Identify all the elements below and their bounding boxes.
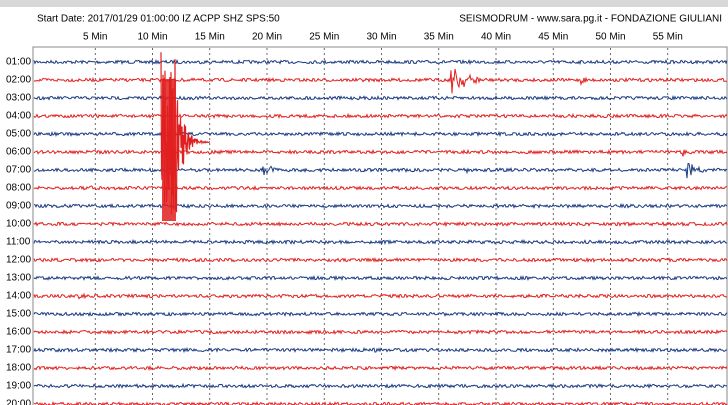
hour-label: 19:00 (6, 381, 31, 392)
trace (33, 346, 728, 354)
trace (33, 184, 728, 192)
start-info: Start Date: 2017/01/29 01:00:00 IZ ACPP … (37, 14, 280, 25)
trace (33, 382, 727, 390)
minute-label: 55 Min (653, 32, 683, 43)
hour-label: 04:00 (6, 111, 31, 122)
trace (33, 328, 728, 335)
hour-label: 20:00 (6, 399, 31, 405)
hour-label: 16:00 (6, 327, 31, 338)
hour-label: 12:00 (6, 255, 31, 266)
hour-label: 05:00 (6, 129, 31, 140)
source-info: SEISMODRUM - www.sara.pg.it - FONDAZIONE… (459, 14, 722, 25)
trace (33, 310, 728, 318)
hour-label: 13:00 (6, 273, 31, 284)
trace (33, 292, 728, 300)
earthquake-core (162, 79, 176, 221)
hour-label: 01:00 (6, 57, 31, 68)
trace (33, 112, 728, 120)
hour-label: 15:00 (6, 309, 31, 320)
trace (33, 68, 728, 94)
trace (33, 238, 728, 246)
plot-frame (32, 46, 728, 405)
hour-label: 10:00 (6, 219, 31, 230)
minute-label: 30 Min (366, 32, 396, 43)
hour-label: 14:00 (6, 291, 31, 302)
hour-label: 03:00 (6, 93, 31, 104)
window-strip (0, 0, 728, 7)
hour-label: 09:00 (6, 201, 31, 212)
minute-label: 25 Min (309, 32, 339, 43)
minute-label: 50 Min (595, 32, 625, 43)
minute-label: 5 Min (83, 32, 107, 43)
trace (33, 274, 728, 282)
minute-label: 35 Min (424, 32, 454, 43)
trace (33, 364, 728, 372)
hour-label: 18:00 (6, 363, 31, 374)
trace (33, 257, 728, 263)
trace (33, 221, 728, 228)
trace (33, 130, 728, 138)
minute-label: 40 Min (481, 32, 511, 43)
trace (33, 202, 728, 210)
minute-label: 10 Min (137, 32, 167, 43)
minute-label: 45 Min (538, 32, 568, 43)
trace (33, 148, 728, 157)
hour-label: 06:00 (6, 147, 31, 158)
hour-label: 17:00 (6, 345, 31, 356)
hour-label: 11:00 (6, 237, 31, 248)
hour-label: 08:00 (6, 183, 31, 194)
trace (33, 94, 728, 101)
hour-label: 07:00 (6, 165, 31, 176)
trace (33, 162, 728, 179)
trace (33, 58, 728, 66)
minute-label: 15 Min (195, 32, 225, 43)
minute-label: 20 Min (252, 32, 282, 43)
hour-label: 02:00 (6, 75, 31, 86)
